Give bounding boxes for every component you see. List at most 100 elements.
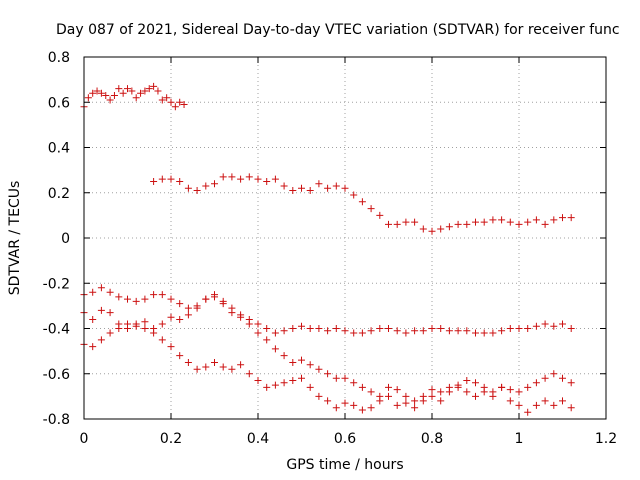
data-point xyxy=(428,386,436,394)
data-point xyxy=(211,291,218,299)
data-point xyxy=(315,365,323,373)
data-point xyxy=(367,327,375,335)
data-point xyxy=(506,218,514,226)
data-point xyxy=(163,94,171,102)
data-point xyxy=(184,304,192,312)
data-point xyxy=(263,383,271,391)
data-point xyxy=(202,182,210,190)
data-point xyxy=(489,216,497,224)
data-point xyxy=(89,343,97,351)
data-point xyxy=(280,327,288,335)
data-point xyxy=(141,295,149,303)
data-point xyxy=(559,320,566,328)
y-tick-label: 0 xyxy=(61,231,70,247)
data-point xyxy=(245,370,253,378)
data-point xyxy=(115,85,123,93)
data-point xyxy=(97,336,105,344)
data-point xyxy=(106,288,114,296)
data-point xyxy=(472,329,479,337)
data-point xyxy=(167,313,175,321)
data-point xyxy=(193,304,201,312)
series-sat-b xyxy=(150,173,575,235)
data-point xyxy=(115,325,123,332)
data-point xyxy=(419,327,427,335)
data-point xyxy=(428,227,436,235)
data-point xyxy=(367,205,375,213)
data-point xyxy=(350,401,358,409)
data-point xyxy=(228,365,236,373)
data-point xyxy=(202,363,210,371)
data-point xyxy=(541,374,549,382)
data-point xyxy=(411,218,419,226)
series-sat-e xyxy=(80,320,575,416)
data-point xyxy=(289,325,297,332)
x-tick-label: 0.6 xyxy=(334,431,356,447)
data-point xyxy=(298,356,305,364)
data-point xyxy=(506,386,514,394)
data-point xyxy=(472,218,479,226)
data-point xyxy=(550,401,558,409)
y-tick-label: 0.6 xyxy=(48,95,70,111)
data-point xyxy=(237,361,245,369)
data-point xyxy=(559,397,566,405)
data-point xyxy=(454,383,462,391)
data-point xyxy=(428,392,436,400)
data-point xyxy=(167,295,175,303)
data-point xyxy=(559,374,566,382)
data-point xyxy=(306,383,314,391)
data-point xyxy=(324,397,332,405)
data-point xyxy=(184,311,192,319)
y-tick-label: -0.6 xyxy=(43,367,70,383)
data-point xyxy=(141,87,149,95)
data-point xyxy=(498,327,506,335)
data-point xyxy=(271,381,279,389)
data-point xyxy=(367,388,375,396)
data-point xyxy=(289,186,297,194)
data-point xyxy=(402,218,410,226)
data-point xyxy=(263,177,271,185)
data-point xyxy=(532,322,540,330)
data-point xyxy=(385,220,392,228)
y-tick-label: 0.2 xyxy=(48,186,70,202)
data-point xyxy=(237,175,245,183)
data-point xyxy=(437,388,445,396)
data-point xyxy=(254,320,262,328)
y-tick-label: -0.4 xyxy=(43,322,70,338)
data-point xyxy=(245,320,253,328)
data-point xyxy=(506,397,514,405)
data-point xyxy=(341,374,349,382)
data-point xyxy=(445,388,453,396)
data-point xyxy=(480,218,488,226)
data-point xyxy=(254,175,262,183)
data-point xyxy=(332,182,340,190)
x-tick-label: 0.8 xyxy=(421,431,443,447)
series-sat-c xyxy=(80,284,575,337)
data-point xyxy=(245,173,253,181)
data-point xyxy=(350,329,358,337)
data-point xyxy=(506,325,514,332)
data-point xyxy=(315,392,323,400)
axis-ticks xyxy=(83,56,607,420)
data-point xyxy=(515,401,523,409)
data-point xyxy=(97,89,105,97)
data-point xyxy=(324,370,332,378)
data-point xyxy=(150,329,158,337)
data-point xyxy=(567,404,575,412)
data-point xyxy=(489,392,497,400)
data-point xyxy=(411,397,419,405)
data-point xyxy=(263,336,271,344)
data-point xyxy=(463,327,471,335)
data-point xyxy=(385,383,392,391)
data-point xyxy=(271,329,279,337)
data-point xyxy=(550,370,558,378)
data-point xyxy=(385,392,392,400)
data-point xyxy=(419,397,427,405)
data-point xyxy=(132,94,140,102)
data-point xyxy=(541,220,549,228)
data-point xyxy=(289,358,297,366)
data-point xyxy=(393,401,401,409)
data-point xyxy=(550,216,558,224)
data-point xyxy=(524,408,532,416)
data-point xyxy=(167,343,175,351)
